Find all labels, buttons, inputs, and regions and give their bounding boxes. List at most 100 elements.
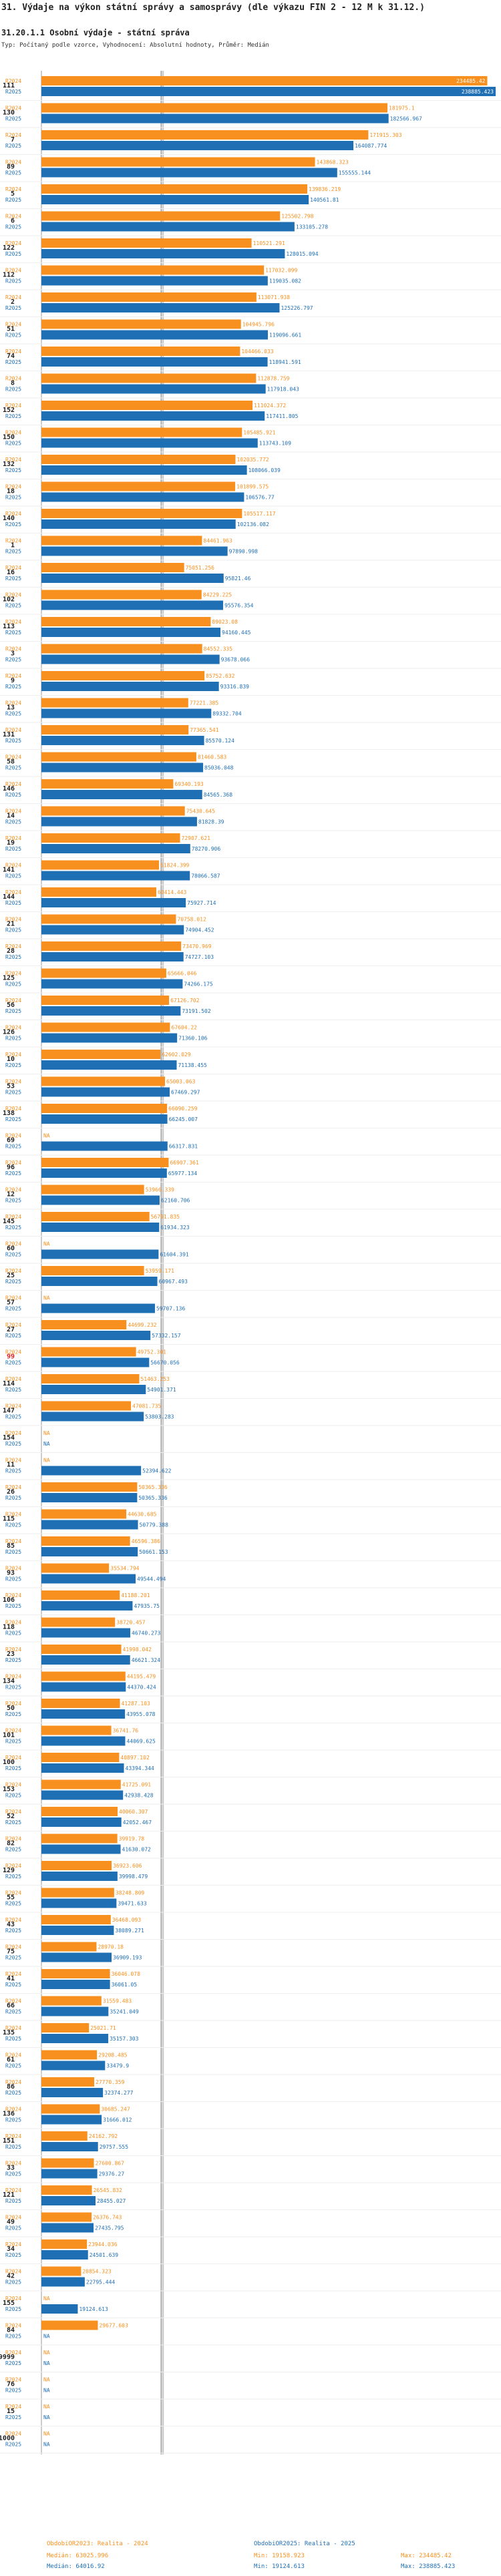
series-label-2024: R2024 <box>5 917 21 923</box>
series-label-2025: R2025 <box>5 1170 21 1176</box>
category-label: 141 <box>3 867 15 874</box>
bar-2024 <box>41 2131 88 2141</box>
bar-2025 <box>41 790 202 799</box>
bar-2024 <box>41 1888 114 1898</box>
series-label-2024: R2024 <box>5 646 21 652</box>
series-label-2025: R2025 <box>5 521 21 527</box>
value-label-2024: 49752.301 <box>138 1349 167 1355</box>
value-label-2025: 140561.81 <box>310 197 339 203</box>
category-label: 122 <box>3 244 15 252</box>
value-label-2024: 23944.036 <box>88 2241 118 2247</box>
series-label-2024: R2024 <box>5 214 21 220</box>
bar-2024 <box>41 1807 118 1816</box>
bar-2025 <box>41 276 268 286</box>
series-label-2025: R2025 <box>5 2198 21 2204</box>
value-label-2025: 125226.797 <box>281 305 313 311</box>
value-label-2024: 36468.093 <box>112 1917 142 1923</box>
bar-2025 <box>41 1520 138 1530</box>
series-label-2025: R2025 <box>5 1631 21 1637</box>
series-label-2024: R2024 <box>5 700 21 706</box>
bar-2024 <box>41 2104 100 2114</box>
bar-2024 <box>41 1699 120 1708</box>
value-label-2025: 119035.082 <box>269 278 301 284</box>
bar-2024 <box>41 1725 112 1735</box>
series-label-2025: R2025 <box>5 1874 21 1880</box>
value-label-2025: 66317.831 <box>169 1144 198 1150</box>
value-label-2024: 85752.632 <box>206 673 235 679</box>
value-label-2024: 70758.012 <box>177 917 206 923</box>
value-label-2024: 53966.339 <box>146 1187 175 1193</box>
category-label: 26 <box>7 1488 15 1496</box>
series-label-2024: R2024 <box>5 2215 21 2221</box>
value-label-2025: 95576.354 <box>224 603 254 609</box>
value-label-2024: 27600.867 <box>96 2161 125 2167</box>
category-label: 99 <box>7 1353 15 1361</box>
series-label-2025: R2025 <box>5 1333 21 1339</box>
value-label-2025: 57332.157 <box>152 1333 181 1339</box>
series-label-2024: R2024 <box>5 1890 21 1896</box>
series-label-2025: R2025 <box>5 2144 21 2150</box>
bar-2025 <box>41 654 220 664</box>
bar-2025 <box>41 2142 98 2151</box>
series-label-2024: R2024 <box>5 1376 21 1382</box>
value-label-2025: 81828.39 <box>198 819 224 825</box>
value-label-2025: 93678.066 <box>221 657 251 663</box>
bar-2025 <box>41 1060 177 1070</box>
series-label-2024: R2024 <box>5 2079 21 2085</box>
series-label-2024: R2024 <box>5 2241 21 2247</box>
series-label-2025: R2025 <box>5 1603 21 1609</box>
category-label: 82 <box>7 1840 15 1848</box>
series-label-2025: R2025 <box>5 2360 21 2366</box>
series-label-2025: R2025 <box>5 2090 21 2096</box>
bar-2024 <box>41 1536 130 1546</box>
value-label-2024: 50365.336 <box>138 1484 168 1490</box>
category-label: 66 <box>7 2002 15 2010</box>
value-label-2025: 59707.136 <box>156 1306 186 1312</box>
bar-2024 <box>41 590 202 600</box>
category-label: 126 <box>3 1029 15 1036</box>
series-label-2024: R2024 <box>5 1025 21 1031</box>
category-label: 129 <box>3 1867 15 1874</box>
value-label-2025: 29757.555 <box>100 2144 129 2150</box>
category-label: 3 <box>11 650 15 658</box>
category-label: 106 <box>3 1596 15 1604</box>
bar-2024 <box>41 1834 118 1844</box>
bar-2024 <box>41 319 241 329</box>
bar-2024 <box>41 806 185 816</box>
value-label-2025: 71360.106 <box>178 1036 208 1042</box>
series-label-2025: R2025 <box>5 495 21 501</box>
category-label: 100 <box>3 1759 15 1766</box>
bar-2025 <box>41 1682 126 1692</box>
value-label-2025: 32374.277 <box>104 2090 134 2096</box>
value-label-2024: 44195.479 <box>127 1674 156 1680</box>
series-label-2025: R2025 <box>5 2117 21 2123</box>
category-label: 154 <box>3 1434 15 1442</box>
legend-max-2024: Max: 234485.42 <box>401 2553 452 2559</box>
category-label: 9 <box>11 677 15 684</box>
bar-2025 <box>41 2304 78 2314</box>
series-label-2024: R2024 <box>5 2107 21 2113</box>
value-label-2024: 113071.938 <box>258 294 290 300</box>
value-label-2024: 84552.335 <box>204 646 233 652</box>
value-label-2024: 36046.078 <box>112 1971 141 1977</box>
series-label-2025: R2025 <box>5 251 21 257</box>
value-label-2025: 35157.303 <box>110 2036 139 2042</box>
bar-2025 <box>41 2061 106 2071</box>
bar-2024 <box>41 752 196 762</box>
series-label-2024: R2024 <box>5 1295 21 1301</box>
bar-2025 <box>41 736 204 745</box>
series-label-2024: R2024 <box>5 457 21 463</box>
series-label-2025: R2025 <box>5 846 21 852</box>
category-label: 140 <box>3 515 15 522</box>
series-label-2025: R2025 <box>5 765 21 771</box>
bar-2024 <box>41 401 253 410</box>
bar-2025 <box>41 574 224 583</box>
category-label: 145 <box>3 1218 15 1225</box>
bar-2024 <box>41 347 240 356</box>
value-label-2025: 60967.493 <box>159 1279 188 1285</box>
series-label-2025: R2025 <box>5 1360 21 1366</box>
series-label-2024: R2024 <box>5 971 21 977</box>
bar-2024 <box>41 1563 110 1573</box>
series-label-2024: R2024 <box>5 727 21 733</box>
bar-2024 <box>41 2050 98 2060</box>
